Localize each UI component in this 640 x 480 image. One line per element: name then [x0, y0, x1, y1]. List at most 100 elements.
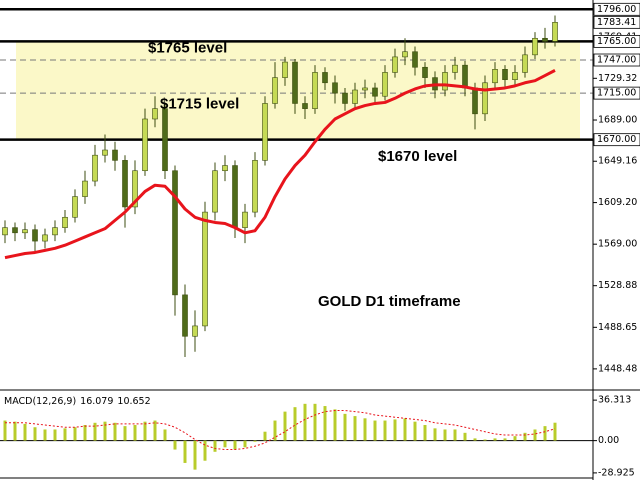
- candle-body: [392, 56, 398, 73]
- macd-label-part: 16.079: [80, 396, 113, 407]
- level-zone: [16, 41, 580, 140]
- macd-bar: [553, 422, 557, 441]
- candle-body: [512, 72, 518, 80]
- candle-body: [202, 211, 208, 327]
- macd-label-part: 10.652: [117, 396, 150, 407]
- candle-body: [22, 229, 28, 234]
- candle-body: [262, 103, 268, 161]
- last-price-box: [593, 15, 640, 29]
- level-label: 1670.00: [597, 134, 636, 145]
- macd-bar: [503, 438, 507, 441]
- candle-body: [492, 69, 498, 84]
- candle-body: [42, 234, 48, 242]
- candle-body: [312, 72, 318, 109]
- candle-body: [162, 108, 168, 172]
- candle-body: [172, 170, 178, 296]
- level-label: 1765.00: [597, 36, 636, 47]
- candle-body: [242, 211, 248, 228]
- y-tick-label: 1729.32: [598, 73, 637, 84]
- macd-bar: [103, 421, 107, 441]
- annotation: $1765 level: [148, 40, 227, 57]
- macd-bar: [283, 411, 287, 441]
- macd-bar: [443, 429, 447, 441]
- macd-bar: [403, 418, 407, 441]
- candle-body: [382, 72, 388, 97]
- moving-average: [4, 69, 556, 260]
- macd-bar: [373, 420, 377, 441]
- macd-bar: [543, 426, 547, 441]
- annotation: $1670 level: [378, 148, 457, 165]
- macd-bar: [3, 420, 7, 441]
- candle-body: [542, 37, 548, 42]
- macd-bar: [323, 406, 327, 441]
- candle-body: [452, 64, 458, 73]
- macd-bar: [233, 440, 237, 450]
- macd-bar: [413, 421, 417, 441]
- macd-bar: [313, 403, 317, 441]
- candle-body: [2, 227, 8, 236]
- candle-body: [142, 118, 148, 172]
- level-label: 1796.00: [597, 4, 636, 15]
- annotation: $1715 level: [160, 95, 239, 112]
- macd-bar: [453, 429, 457, 441]
- macd-bar: [343, 413, 347, 441]
- macd-label: MACD(12,26,9) 16.079 10.652: [4, 396, 151, 407]
- candle-body: [362, 87, 368, 91]
- candle-body: [12, 227, 18, 234]
- macd-bar: [173, 440, 177, 450]
- macd-bar: [143, 421, 147, 441]
- candle-body: [152, 108, 158, 120]
- level-label-box: [593, 53, 640, 67]
- y-tick-label: 1609.20: [598, 197, 637, 208]
- macd-bar: [513, 436, 517, 441]
- macd-bar: [153, 420, 157, 441]
- macd-bar: [23, 423, 27, 441]
- macd-bar: [123, 426, 127, 441]
- candle-body: [402, 51, 408, 58]
- candle-body: [412, 51, 418, 68]
- candle-body: [422, 66, 428, 78]
- macd-bar: [333, 409, 337, 441]
- macd-bar: [523, 432, 527, 441]
- macd-bar: [463, 432, 467, 441]
- macd-bar: [83, 425, 87, 441]
- macd-bar: [73, 427, 77, 441]
- macd-bar: [193, 440, 197, 470]
- macd-bar: [163, 429, 167, 441]
- candle-body: [522, 54, 528, 73]
- candle-body: [482, 82, 488, 115]
- macd-bar: [43, 429, 47, 441]
- candle-body: [132, 170, 138, 208]
- macd-bar: [303, 403, 307, 441]
- macd-bar: [113, 422, 117, 441]
- candle-body: [82, 180, 88, 197]
- candle-body: [102, 149, 108, 156]
- candle-body: [92, 154, 98, 182]
- level-label: 1715.00: [597, 88, 636, 99]
- macd-bar: [223, 440, 227, 448]
- macd-label-part: MACD(12,26,9): [4, 396, 76, 407]
- candle-body: [502, 69, 508, 80]
- y-tick-label: 1689.00: [598, 115, 637, 126]
- macd-bar: [483, 439, 487, 441]
- macd-bar: [363, 418, 367, 441]
- candle-body: [122, 160, 128, 208]
- candle-body: [302, 103, 308, 109]
- level-label-box: [593, 2, 640, 16]
- macd-bar: [473, 438, 477, 441]
- level-label-box: [593, 86, 640, 100]
- candle-body: [182, 294, 188, 337]
- macd-bar: [63, 428, 67, 441]
- macd-bar: [243, 440, 247, 448]
- macd-bar: [293, 407, 297, 441]
- y-tick-label: 1649.16: [598, 156, 637, 167]
- candle-body: [342, 92, 348, 104]
- level-label-box: [593, 34, 640, 48]
- candle-body: [352, 89, 358, 104]
- candle-body: [222, 165, 228, 172]
- macd-bar: [203, 440, 207, 461]
- level-label-box: [593, 133, 640, 147]
- macd-bar: [383, 420, 387, 441]
- candle-body: [372, 87, 378, 97]
